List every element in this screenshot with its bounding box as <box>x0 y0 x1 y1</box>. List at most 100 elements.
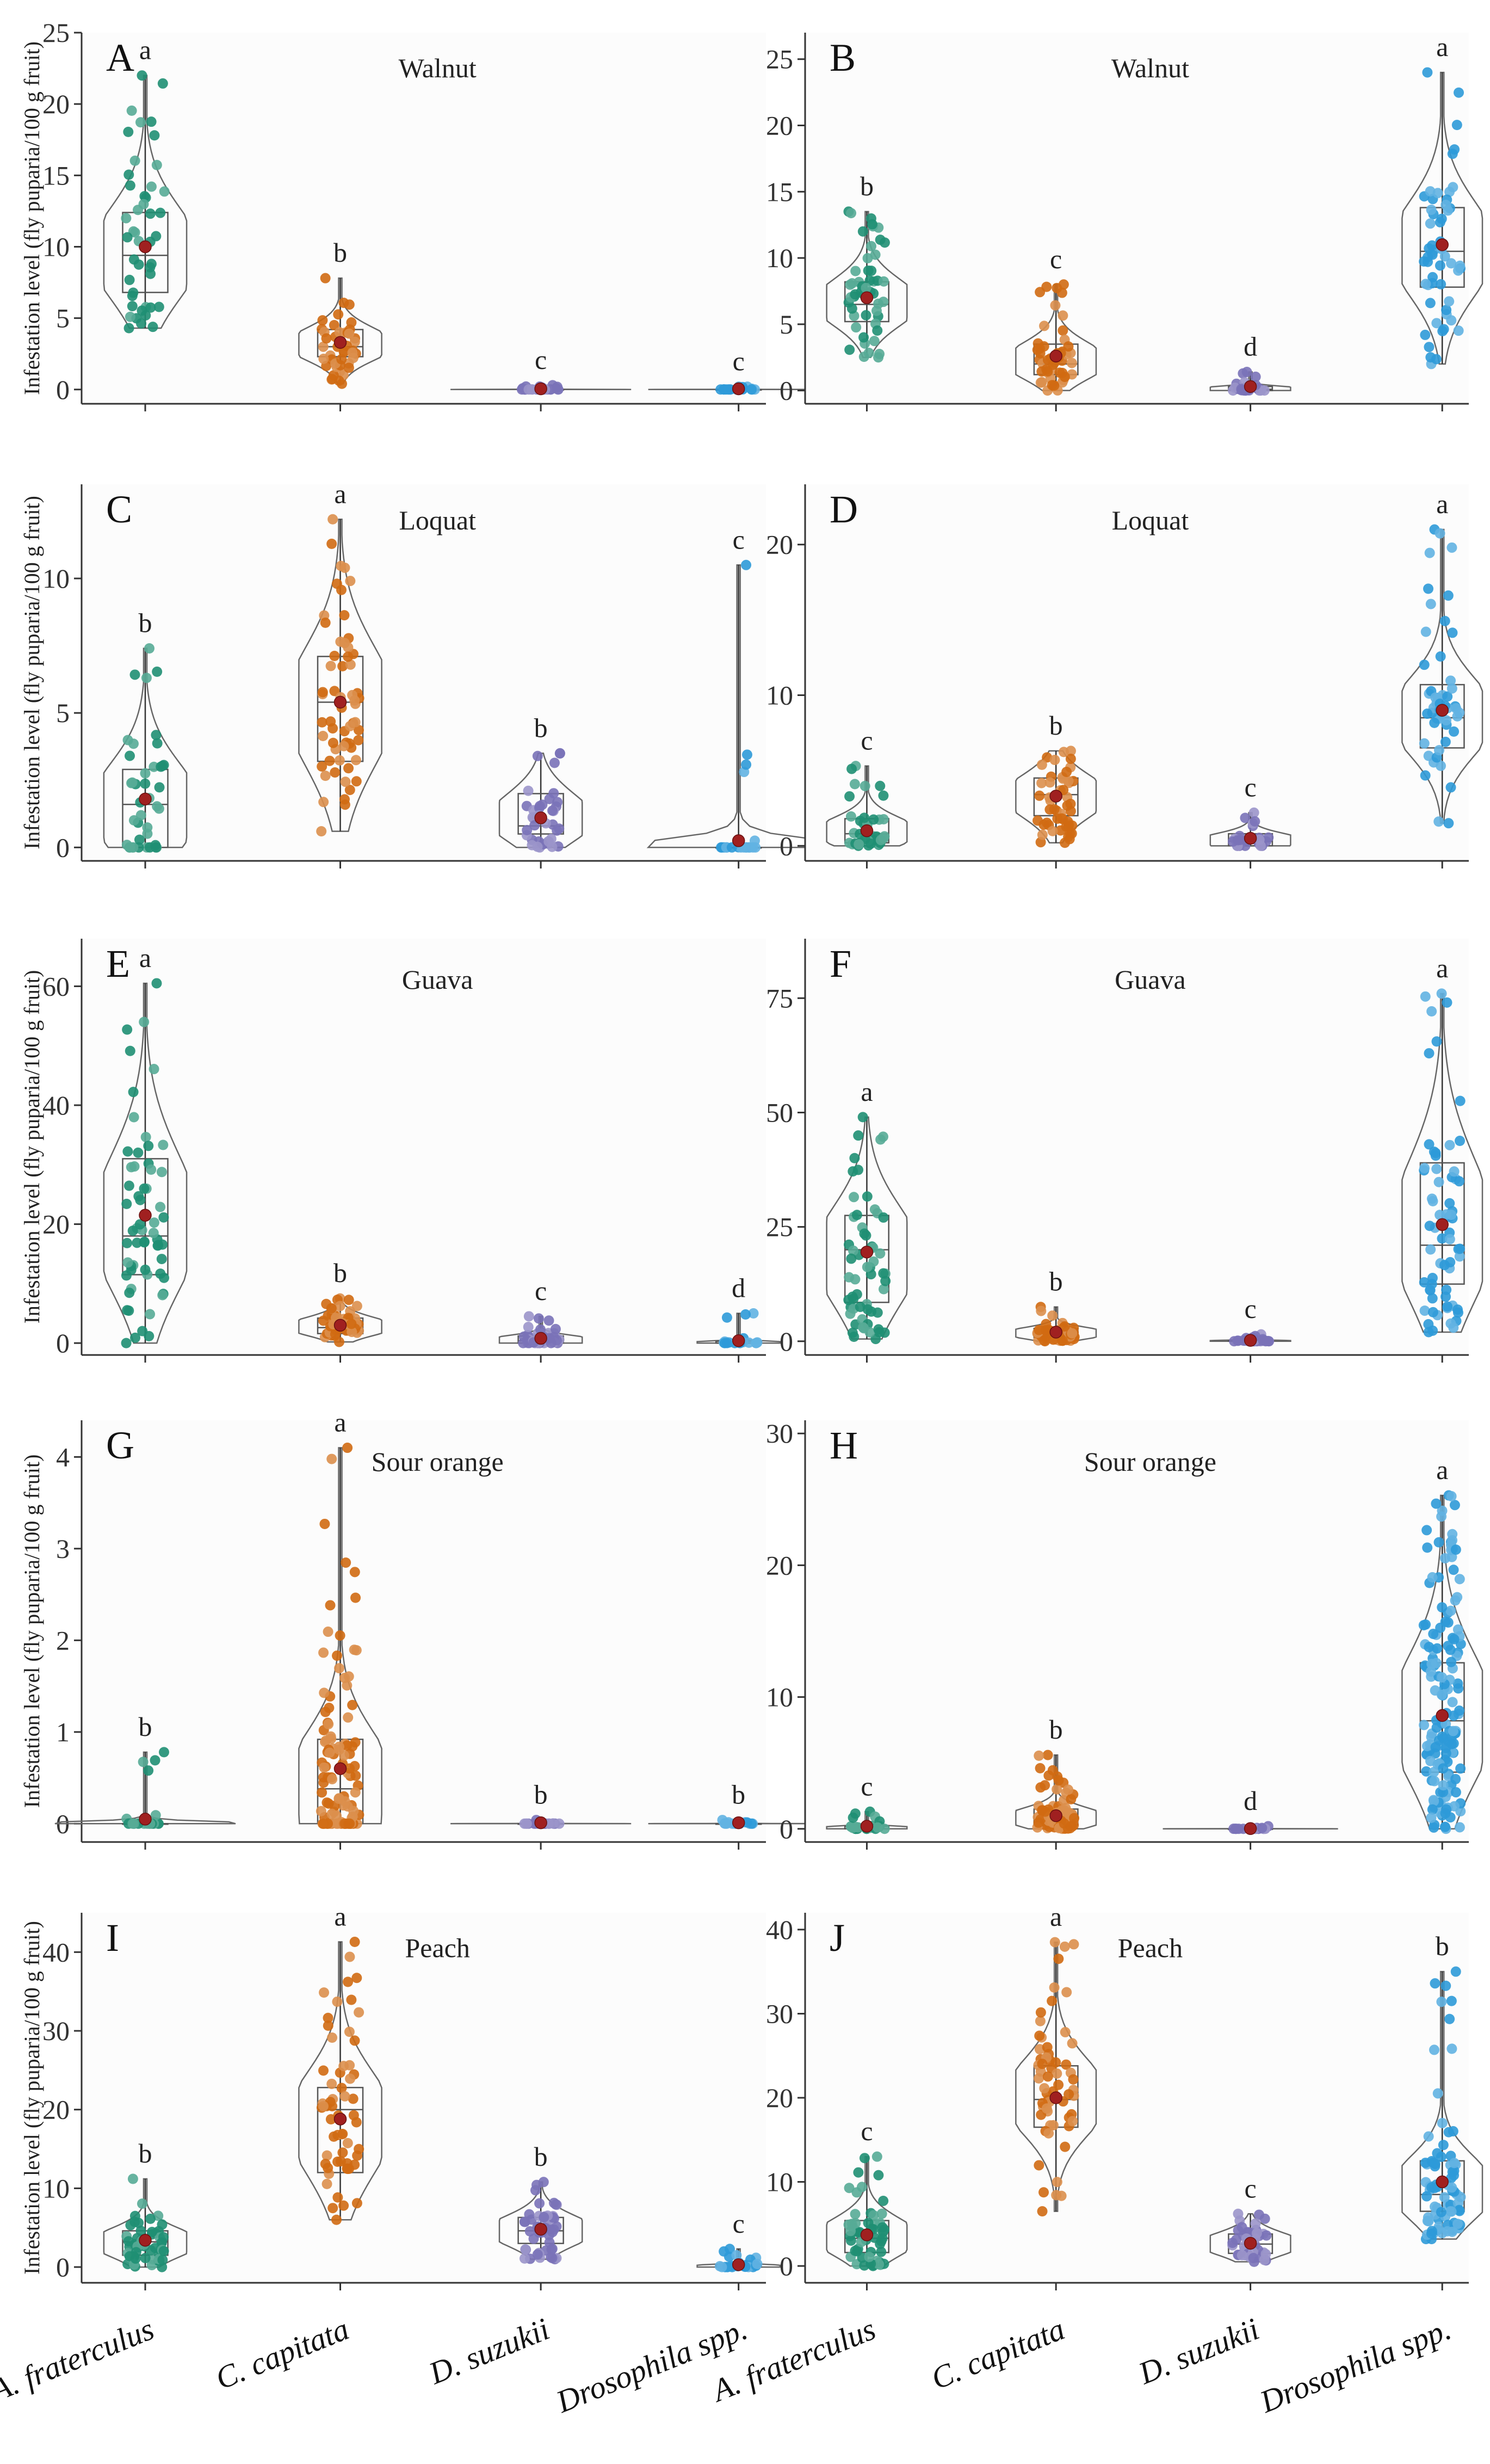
group-0: c <box>826 2116 908 2271</box>
data-point <box>349 336 360 347</box>
data-point <box>1427 1293 1438 1304</box>
data-point <box>866 266 877 276</box>
data-point <box>1036 759 1047 770</box>
data-point <box>351 2198 362 2209</box>
mean-marker <box>534 382 547 396</box>
group-1: a <box>298 1407 382 1829</box>
data-point <box>340 777 351 787</box>
y-tick-label: 3 <box>56 1533 70 1564</box>
data-point <box>344 1763 355 1774</box>
data-point <box>126 105 137 116</box>
data-point <box>875 780 886 791</box>
mean-marker <box>1436 704 1449 717</box>
y-tick-label: 75 <box>766 983 793 1013</box>
panel-A: 0 5 10 15 20 25 A Walnut Infestation level (fly … <box>20 17 829 411</box>
data-point <box>346 1994 357 2005</box>
data-point <box>749 835 760 846</box>
data-point <box>146 181 157 192</box>
data-point <box>1039 321 1050 331</box>
data-point <box>548 788 559 799</box>
data-point <box>740 1309 751 1320</box>
data-point <box>149 1217 159 1228</box>
data-point <box>878 790 889 801</box>
data-point <box>1425 1285 1436 1296</box>
panel-letter: E <box>106 942 130 985</box>
panel-D: 0 10 20 D Loquat c b c a <box>766 484 1483 868</box>
data-point <box>323 1627 333 1637</box>
data-point <box>153 1240 164 1251</box>
data-point <box>1420 1619 1431 1630</box>
data-point <box>141 673 152 683</box>
y-tick-label: 30 <box>766 1998 793 2029</box>
panel-background <box>805 1420 1469 1842</box>
data-point <box>318 2100 329 2111</box>
data-point <box>329 319 339 330</box>
y-tick-label: 0 <box>56 832 70 863</box>
significance-letter: a <box>334 1901 346 1932</box>
data-point <box>1449 1166 1460 1177</box>
y-tick-label: 10 <box>766 2167 793 2197</box>
data-point <box>1429 2044 1440 2055</box>
violin-outline <box>1401 71 1483 365</box>
panel-letter: D <box>830 488 858 531</box>
data-point <box>1438 1780 1449 1791</box>
data-point <box>1425 1666 1436 1677</box>
data-point <box>351 776 362 787</box>
group-1: c <box>1015 244 1097 396</box>
data-point <box>1422 67 1433 78</box>
panel-background <box>82 33 766 404</box>
data-point <box>153 301 164 312</box>
data-point <box>318 1818 329 1829</box>
data-point <box>1420 626 1431 637</box>
data-point <box>877 2222 888 2233</box>
mean-marker <box>139 240 152 254</box>
data-point <box>324 1702 335 1713</box>
y-tick-label: 20 <box>766 529 793 560</box>
data-point <box>851 322 862 333</box>
data-point <box>1426 2182 1437 2193</box>
mean-marker <box>860 2228 874 2241</box>
data-point <box>861 1230 871 1241</box>
data-point <box>148 1228 159 1239</box>
data-point <box>554 1818 565 1829</box>
data-point <box>1035 2016 1046 2026</box>
data-point <box>1442 997 1452 1008</box>
data-point <box>1035 2007 1046 2018</box>
data-point <box>1439 615 1450 626</box>
fruit-label: Peach <box>1118 1933 1183 1963</box>
data-point <box>130 2253 141 2264</box>
data-point <box>872 1822 883 1833</box>
data-point <box>122 1146 133 1157</box>
data-point <box>143 1765 154 1776</box>
data-point <box>1035 1763 1046 1773</box>
group-3: c <box>648 346 829 396</box>
data-point <box>157 2219 168 2230</box>
data-point <box>154 782 165 793</box>
fruit-label: Guava <box>1115 964 1186 995</box>
data-point <box>331 578 342 589</box>
data-point <box>1453 325 1464 336</box>
data-point <box>856 2182 867 2192</box>
significance-letter: a <box>1436 489 1448 519</box>
fruit-label: Loquat <box>399 505 476 535</box>
y-tick-label: 0 <box>780 375 793 406</box>
data-point <box>1427 1196 1438 1206</box>
mean-marker <box>1244 1822 1257 1835</box>
significance-letter: b <box>732 1779 745 1810</box>
data-point <box>1431 318 1442 329</box>
panel-background <box>82 1913 766 2283</box>
data-point <box>335 2156 346 2167</box>
data-point <box>152 801 163 812</box>
group-2: b <box>498 2141 583 2265</box>
y-tick-label: 10 <box>766 1682 793 1713</box>
data-point <box>546 1338 557 1348</box>
data-point <box>1065 753 1076 764</box>
data-point <box>847 1327 858 1338</box>
data-point <box>1443 205 1454 216</box>
data-point <box>134 834 145 845</box>
y-tick-label: 20 <box>766 2083 793 2113</box>
data-point <box>875 1248 886 1259</box>
data-point <box>1442 1301 1453 1312</box>
